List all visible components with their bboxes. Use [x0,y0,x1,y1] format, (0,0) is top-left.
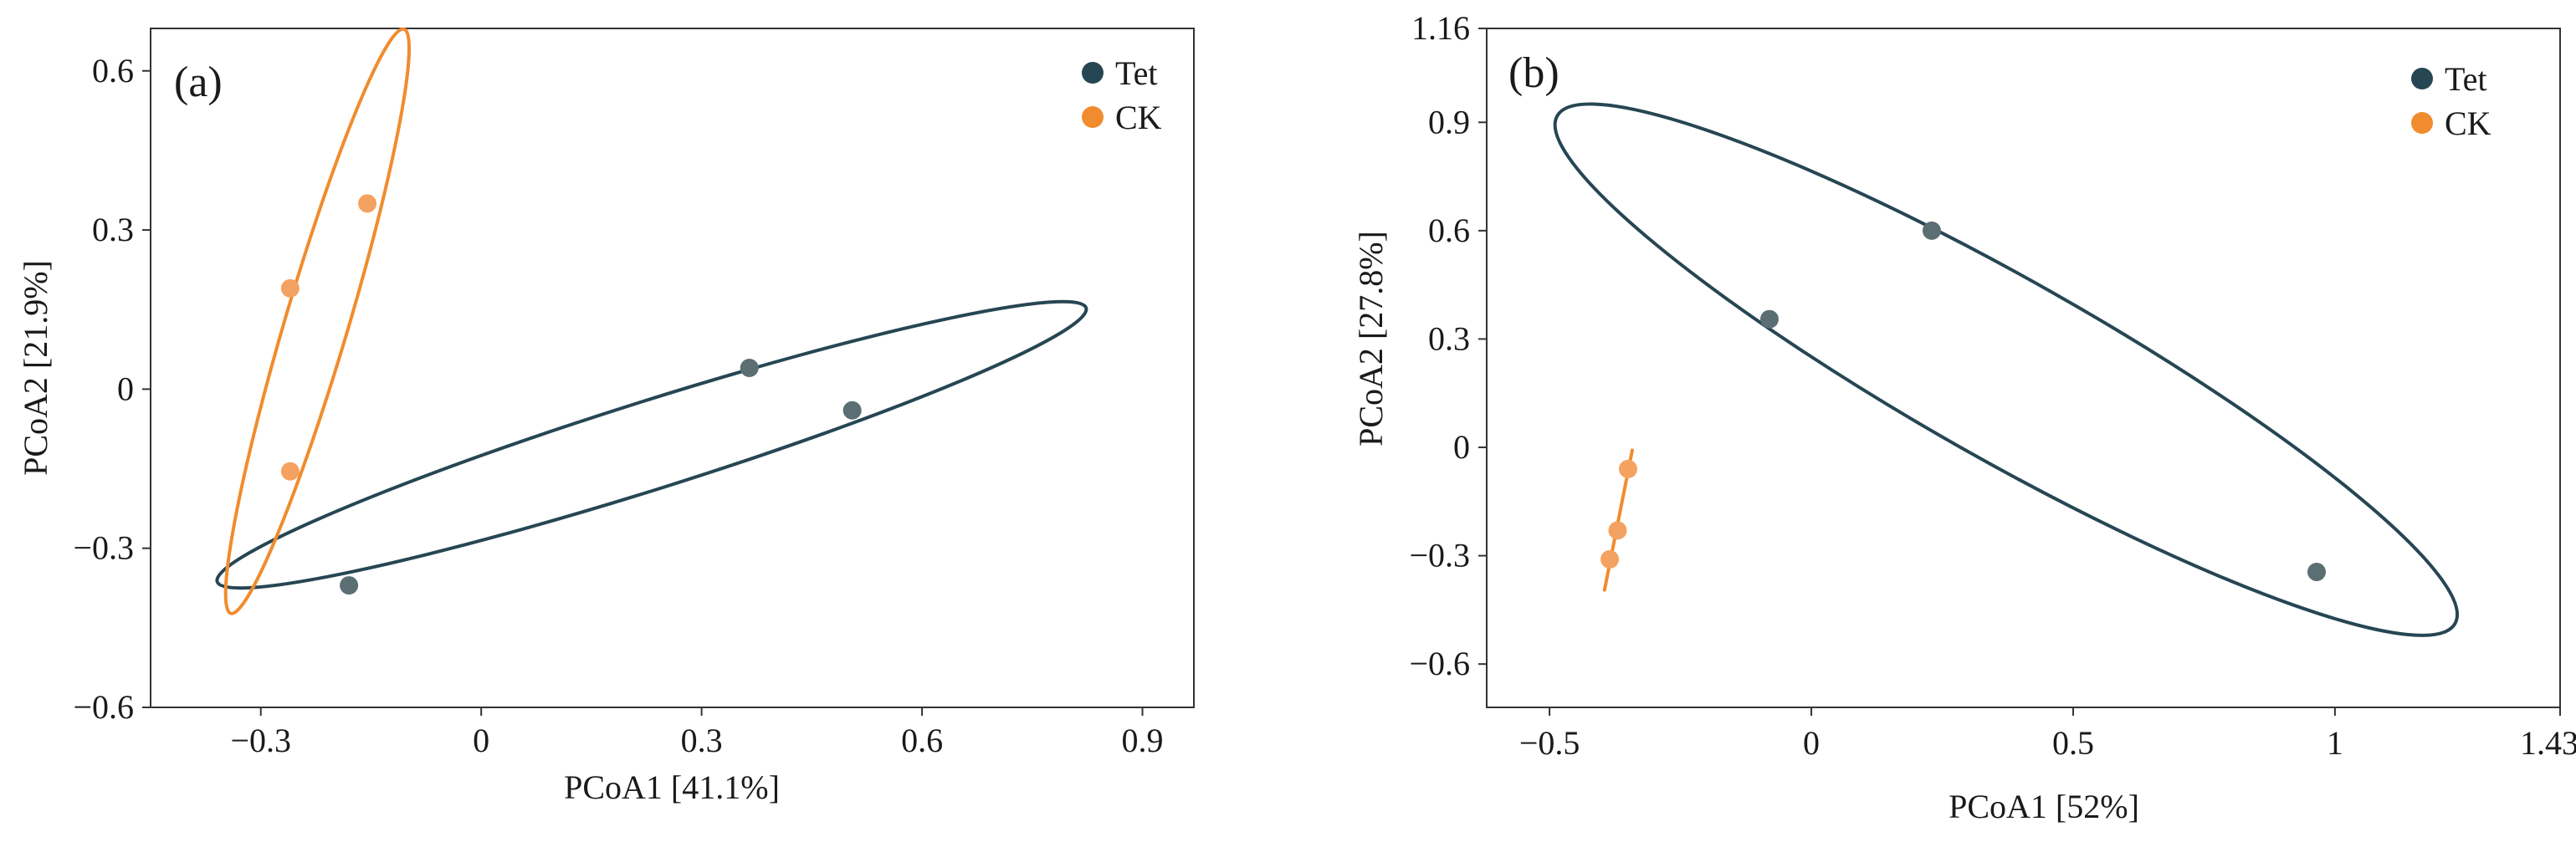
panel-a-xtick-label-2: 0.3 [681,722,723,759]
panel-b-ytick-label-2: 0 [1453,428,1470,466]
panel-b-xtick-label-1: 0 [1803,724,1820,762]
panel-a-label: (a) [174,59,223,106]
panel-b-tet-point-2 [2307,563,2326,582]
panel-a-ytick-label-1: −0.3 [73,529,134,567]
panel-a-xtick-label-0: −0.3 [230,722,291,759]
panel-a-legend-ck-label: CK [1115,99,1162,136]
panel-a-tet-point-1 [740,359,759,377]
panel-a-ytick-label-4: 0.6 [92,52,134,89]
panel-b-xtick-label-3: 1 [2327,724,2343,762]
panel-a-legend-tet-marker [1082,62,1104,84]
panel-b-ytick-label-0: −0.6 [1409,645,1470,682]
panel-a-y-axis-title: PCoA2 [21.9%] [17,260,54,476]
panel-b-tet-ellipse [1553,102,2460,637]
panel-a-ck-ellipse [223,27,412,615]
panel-a-xtick-label-3: 0.6 [901,722,943,759]
panel-a-ytick-label-3: 0.3 [92,211,134,248]
panel-b-y-ticks: −0.6 −0.3 0 0.3 0.6 0.9 1.16 [1409,9,1487,682]
panel-a-x-axis-title: PCoA1 [41.1%] [564,768,780,806]
panel-a-ck-point-1 [358,194,377,213]
panel-b-xtick-label-4: 1.43 [2520,724,2576,762]
panel-b-x-axis-title: PCoA1 [52%] [1949,788,2139,825]
panel-b-ck-point-2 [1600,549,1620,569]
panel-a-ytick-label-2: 0 [117,370,134,407]
panel-b-label: (b) [1508,49,1559,97]
panel-a-tet-point-0 [340,576,359,595]
panel-a-ck-point-0 [280,278,300,298]
panel-b-legend-ck-marker [2411,112,2433,134]
panel-b-legend-tet-marker [2411,68,2433,89]
panel-a-x-ticks: −0.3 0 0.3 0.6 0.9 [230,707,1164,759]
panel-b-xtick-label-0: −0.5 [1519,724,1580,762]
panel-a-ytick-label-0: −0.6 [73,688,134,726]
panel-b-ck-point-1 [1608,521,1627,540]
panel-a-legend-ck-marker [1082,106,1104,128]
panel-b-xtick-label-2: 0.5 [2052,724,2094,762]
panel-b-ytick-label-4: 0.6 [1428,212,1470,249]
panel-b-plot-frame [1486,28,2561,708]
panel-b-ytick-label-1: −0.3 [1409,537,1470,574]
panel-a-xtick-label-1: 0 [473,722,489,759]
panel-a-legend: Tet CK [1082,54,1162,136]
panel-b-tet-point-1 [1922,221,1941,240]
panel-b-legend-tet-label: Tet [2445,60,2487,98]
panel-b-legend-ck-label: CK [2445,105,2491,142]
panel-b-legend: Tet CK [2411,60,2491,142]
panel-b-ytick-label-3: 0.3 [1428,319,1470,357]
panel-a-tet-ellipse [215,299,1088,590]
panel-b-ck-point-0 [1618,459,1637,478]
panel-a-legend-tet-label: Tet [1115,54,1158,92]
panel-a-ck-point-2 [280,462,300,481]
panel-a-tet-point-2 [842,401,862,420]
panel-b: (b) Tet CK −0.5 0 0.5 1 1.43 [1352,9,2576,825]
panel-b-y-axis-title: PCoA2 [27.8%] [1352,231,1390,447]
panel-a-xtick-label-4: 0.9 [1122,722,1164,759]
panel-a-y-ticks: −0.6 −0.3 0 0.3 0.6 [73,52,151,726]
panel-b-x-ticks: −0.5 0 0.5 1 1.43 [1519,707,2576,762]
panel-b-ytick-label-5: 0.9 [1428,103,1470,140]
panel-a: (a) Tet CK −0.3 0 0.3 0.6 0.9 −0.6 [17,27,1195,806]
panel-a-plot-frame [150,28,1195,708]
panel-b-tet-point-0 [1759,309,1779,329]
panel-b-ytick-label-6: 1.16 [1411,9,1470,47]
